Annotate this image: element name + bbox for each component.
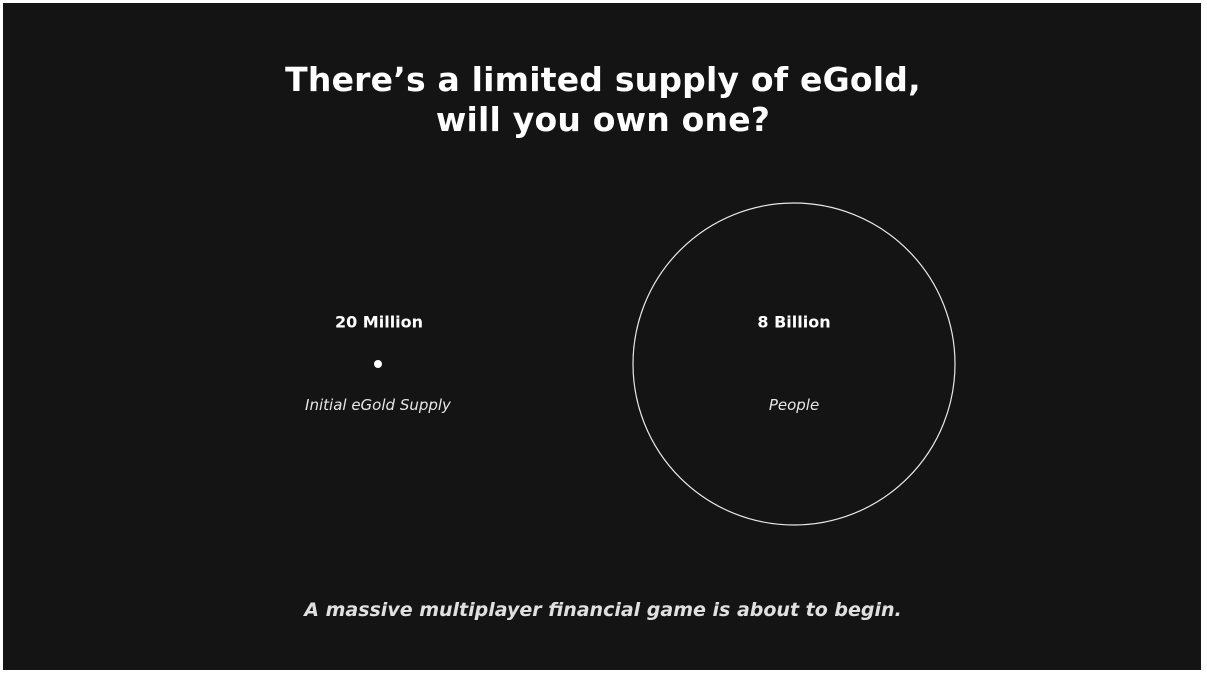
small-dot [374, 360, 382, 368]
item-value: 8 Billion [757, 312, 831, 332]
title-line: will you own one? [435, 100, 771, 139]
item-caption: People [768, 396, 820, 414]
item-value: 20 Million [334, 312, 424, 332]
footer-text: A massive multiplayer financial game is … [304, 599, 902, 621]
title-line: There’s a limited supply of eGold, [285, 60, 921, 99]
item-caption: Initial eGold Supply [305, 396, 451, 414]
large-circle [632, 202, 956, 526]
section-background [3, 3, 1201, 670]
